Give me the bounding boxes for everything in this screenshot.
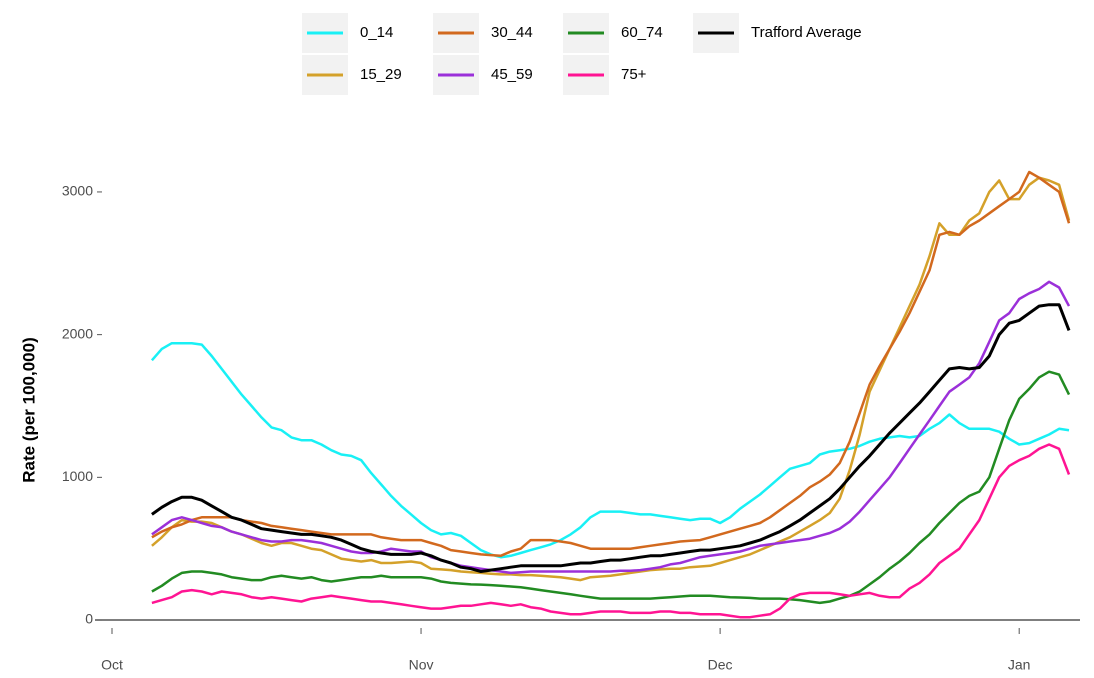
series-line (150, 341, 1070, 559)
series-line (151, 443, 1071, 619)
series-line (151, 303, 1071, 573)
y-axis-title: Rate (per 100,000) (19, 337, 38, 483)
legend-label: 60_74 (621, 24, 663, 41)
x-tick-label: Nov (409, 657, 434, 673)
x-tick-label: Jan (1008, 657, 1031, 673)
y-tick-label: 2000 (62, 325, 93, 341)
legend-label: 30_44 (491, 24, 533, 41)
y-tick-label: 1000 (62, 468, 93, 484)
legend-label: 15_29 (360, 66, 402, 83)
legend-label: 45_59 (491, 66, 533, 83)
series-line (151, 280, 1071, 575)
series-line (151, 176, 1071, 582)
y-tick-label: 0 (85, 611, 93, 627)
legend-label: Trafford Average (751, 24, 862, 41)
x-tick-label: Dec (708, 657, 733, 673)
series-line (151, 370, 1071, 605)
x-tick-label: Oct (101, 657, 123, 673)
y-tick-label: 3000 (62, 183, 93, 199)
series-line (151, 170, 1071, 558)
legend-label: 0_14 (360, 24, 393, 41)
legend-label: 75+ (621, 66, 647, 83)
